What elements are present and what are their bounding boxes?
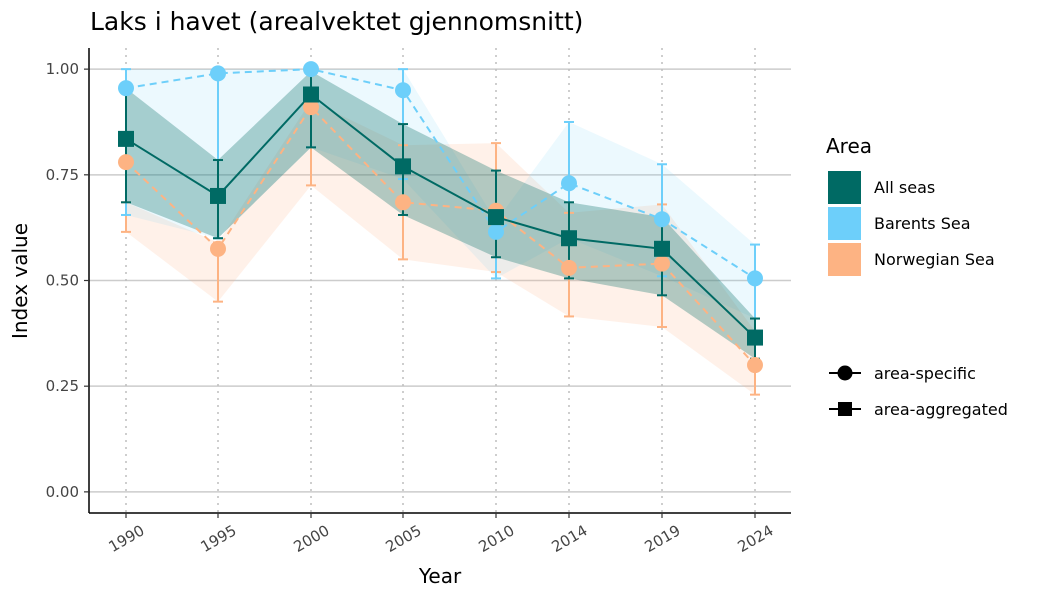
- norwegian-point: [118, 154, 134, 171]
- x-tick-label: 2010: [475, 521, 517, 556]
- norwegian-band: [126, 100, 755, 395]
- legend-label-barents: Barents Sea: [874, 214, 971, 233]
- all-point: [303, 86, 319, 103]
- barents-point: [654, 211, 670, 228]
- barents-point: [488, 223, 504, 240]
- barents-point: [395, 82, 411, 99]
- all-band: [126, 71, 755, 359]
- x-tick-label: 2014: [548, 521, 590, 556]
- legend-area-entries: All seas Barents Sea Norwegian Sea: [828, 171, 995, 276]
- all-point: [118, 130, 134, 147]
- x-tick-label: 1995: [197, 521, 239, 556]
- barents-band: [126, 69, 755, 319]
- x-tick-label: 2000: [290, 521, 332, 556]
- all-point: [395, 158, 411, 175]
- legend-swatch-all: [828, 171, 861, 204]
- y-tick-label: 1.00: [46, 60, 79, 78]
- norwegian-point: [654, 255, 670, 272]
- norwegian-point: [303, 99, 319, 116]
- legend-shape-label: area-specific: [874, 364, 976, 383]
- barents-point: [118, 80, 134, 97]
- y-tick-label: 0.50: [46, 272, 79, 290]
- all-line: [125, 93, 756, 339]
- norwegian-line: [125, 105, 756, 366]
- legend-swatch-barents: [828, 207, 861, 240]
- y-axis-title: Index value: [8, 223, 32, 339]
- all-point: [488, 209, 504, 226]
- norwegian-point: [747, 357, 763, 374]
- x-axis-title: Year: [418, 564, 462, 588]
- norwegian-point: [561, 259, 577, 276]
- confidence-bands: [126, 69, 755, 395]
- all-point: [654, 240, 670, 257]
- chart-title: Laks i havet (arealvektet gjennomsnitt): [90, 7, 583, 36]
- all-point: [747, 329, 763, 346]
- norwegian-point: [210, 240, 226, 257]
- x-tick-label: 2019: [641, 521, 683, 556]
- data-points: [118, 61, 763, 374]
- x-tick-label: 1990: [105, 521, 147, 556]
- x-ticks: 1990 1995 2000 2005 2010 2014 2019 2024: [105, 513, 777, 556]
- barents-point: [561, 175, 577, 192]
- norwegian-point: [395, 194, 411, 211]
- legend-label-all: All seas: [874, 178, 935, 197]
- legend-shape-label: area-aggregated: [874, 400, 1008, 419]
- legend-circle-marker: [837, 365, 853, 381]
- series-lines: [125, 68, 756, 366]
- barents-point: [747, 270, 763, 287]
- all-point: [210, 187, 226, 204]
- x-tick-label: 2005: [382, 521, 424, 556]
- y-tick-label: 0.00: [46, 483, 79, 501]
- y-tick-label: 0.75: [46, 166, 79, 184]
- legend-swatch-norwegian: [828, 243, 861, 276]
- legend-square-marker: [838, 402, 852, 416]
- y-ticks: 0.00 0.25 0.50 0.75 1.00: [46, 60, 89, 501]
- barents-point: [303, 61, 319, 78]
- barents-point: [210, 65, 226, 82]
- legend: Area All seas Barents Sea Norwegian Sea ar…: [826, 134, 1008, 419]
- legend-title: Area: [826, 134, 872, 158]
- barents-line: [125, 68, 756, 280]
- x-tick-label: 2024: [734, 521, 776, 556]
- all-point: [561, 230, 577, 247]
- y-tick-label: 0.25: [46, 377, 79, 395]
- legend-shape-entries: area-specific area-aggregated: [829, 364, 1008, 419]
- legend-label-norwegian: Norwegian Sea: [874, 250, 995, 269]
